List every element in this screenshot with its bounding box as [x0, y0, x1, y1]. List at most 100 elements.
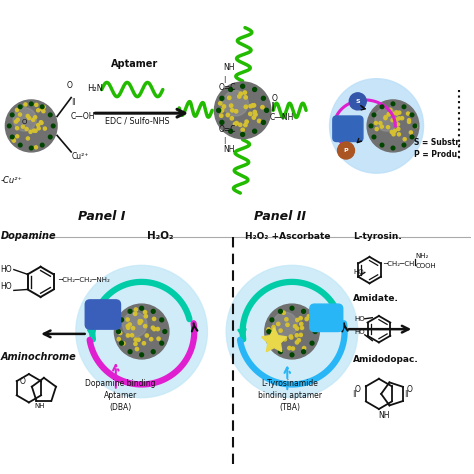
Text: Cu²⁺: Cu²⁺	[71, 152, 89, 161]
Circle shape	[267, 328, 270, 331]
Circle shape	[230, 109, 234, 112]
Circle shape	[157, 337, 160, 340]
Circle shape	[226, 265, 358, 398]
Circle shape	[24, 103, 27, 106]
Circle shape	[329, 79, 424, 173]
Circle shape	[380, 143, 384, 147]
Circle shape	[410, 131, 412, 134]
Circle shape	[43, 127, 46, 130]
Text: NH: NH	[35, 403, 45, 409]
Circle shape	[34, 129, 37, 132]
Text: Aptamer: Aptamer	[111, 59, 158, 69]
Circle shape	[222, 105, 226, 108]
Text: NH: NH	[223, 145, 235, 154]
Circle shape	[114, 304, 169, 359]
Circle shape	[402, 105, 406, 109]
Circle shape	[391, 146, 395, 150]
Circle shape	[243, 91, 246, 94]
Text: O: O	[67, 82, 73, 91]
Circle shape	[282, 311, 285, 314]
Circle shape	[156, 328, 159, 331]
Text: ‖: ‖	[352, 390, 356, 397]
Circle shape	[18, 105, 22, 109]
Circle shape	[393, 129, 396, 132]
Circle shape	[25, 128, 28, 130]
Circle shape	[408, 120, 410, 123]
Circle shape	[16, 127, 18, 130]
Circle shape	[391, 118, 394, 122]
Circle shape	[386, 126, 390, 129]
Circle shape	[283, 337, 287, 341]
Text: Amidate.: Amidate.	[353, 294, 399, 303]
Text: P = Produ.: P = Produ.	[414, 150, 460, 159]
Circle shape	[413, 124, 417, 128]
Circle shape	[389, 108, 392, 111]
Circle shape	[149, 337, 153, 341]
Text: O=C: O=C	[218, 83, 236, 92]
Circle shape	[11, 137, 15, 140]
Circle shape	[367, 100, 419, 152]
Circle shape	[244, 105, 247, 109]
Circle shape	[387, 113, 391, 116]
Circle shape	[374, 121, 377, 125]
Text: H₂O₂ +Ascorbate: H₂O₂ +Ascorbate	[245, 232, 330, 241]
Text: NH₂: NH₂	[416, 253, 429, 259]
Circle shape	[292, 347, 294, 350]
Circle shape	[5, 100, 57, 152]
Circle shape	[130, 334, 134, 337]
Circle shape	[402, 143, 406, 147]
Circle shape	[410, 113, 414, 117]
Circle shape	[16, 135, 19, 138]
Polygon shape	[262, 328, 287, 352]
Text: ‖: ‖	[271, 102, 275, 111]
Circle shape	[254, 113, 257, 116]
Circle shape	[301, 326, 304, 329]
Circle shape	[295, 327, 299, 330]
Circle shape	[118, 331, 122, 335]
Circle shape	[76, 265, 208, 398]
Circle shape	[42, 106, 46, 109]
Text: HO: HO	[354, 269, 364, 275]
Text: Dopamine: Dopamine	[0, 231, 56, 241]
Circle shape	[296, 319, 299, 322]
Circle shape	[29, 102, 33, 106]
Circle shape	[372, 135, 376, 139]
Circle shape	[293, 325, 297, 328]
Circle shape	[380, 105, 384, 109]
Circle shape	[140, 306, 144, 310]
Circle shape	[10, 113, 14, 117]
Circle shape	[29, 130, 32, 133]
Circle shape	[117, 337, 120, 341]
Circle shape	[151, 310, 155, 313]
Circle shape	[217, 109, 221, 112]
Circle shape	[214, 82, 271, 139]
Circle shape	[13, 108, 36, 131]
Circle shape	[153, 317, 156, 320]
Circle shape	[228, 96, 231, 100]
Circle shape	[137, 338, 140, 341]
Circle shape	[262, 120, 265, 124]
Circle shape	[310, 327, 314, 330]
Circle shape	[241, 132, 245, 137]
Circle shape	[123, 312, 147, 337]
Circle shape	[286, 323, 289, 327]
Circle shape	[410, 135, 414, 139]
Text: S: S	[356, 100, 360, 104]
Text: O: O	[19, 376, 26, 385]
Circle shape	[310, 341, 314, 345]
Circle shape	[26, 114, 29, 118]
Circle shape	[160, 341, 164, 345]
Circle shape	[244, 96, 247, 99]
Circle shape	[144, 310, 146, 314]
Text: EDC / Sulfo-NHS: EDC / Sulfo-NHS	[105, 117, 169, 126]
Circle shape	[135, 347, 138, 351]
Circle shape	[244, 123, 247, 127]
Circle shape	[134, 342, 137, 346]
Text: -Cu²⁺: -Cu²⁺	[0, 176, 23, 185]
FancyBboxPatch shape	[333, 116, 363, 142]
Circle shape	[15, 120, 18, 123]
Circle shape	[126, 324, 129, 328]
Circle shape	[307, 315, 310, 318]
Text: H₂N: H₂N	[88, 83, 104, 92]
Circle shape	[119, 341, 124, 345]
